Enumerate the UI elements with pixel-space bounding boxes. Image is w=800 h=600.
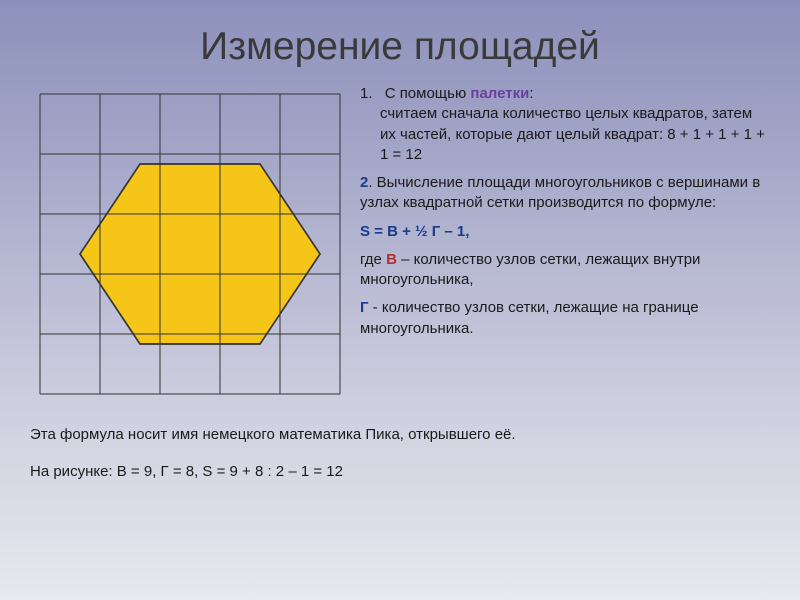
- page-title: Измерение площадей: [0, 0, 800, 84]
- content-row: 1. С помощью палетки: считаем сначала ко…: [0, 84, 800, 404]
- formula: S = B + ½ Г – 1,: [360, 222, 770, 242]
- where-b-text: – количество узлов сетки, лежащих внутри…: [360, 251, 700, 288]
- item-1-lead: С помощью: [377, 85, 471, 102]
- hexagon-diagram: [30, 84, 350, 404]
- palette-term: палетки: [470, 85, 529, 102]
- item-2: 2. Вычисление площади многоугольников с …: [360, 173, 770, 214]
- item-1-number: 1.: [360, 85, 373, 102]
- footer-block: Эта формула носит имя немецкого математи…: [0, 404, 800, 483]
- footer-example: На рисунке: В = 9, Г = 8, S = 9 + 8 : 2 …: [30, 461, 770, 484]
- where-b: где В – количество узлов сетки, лежащих …: [360, 250, 770, 291]
- item-1: 1. С помощью палетки: считаем сначала ко…: [360, 84, 770, 165]
- where-g-text: - количество узлов сетки, лежащие на гра…: [360, 299, 699, 336]
- where-lead: где: [360, 251, 386, 268]
- var-b: В: [386, 251, 397, 268]
- where-g: Г - количество узлов сетки, лежащие на г…: [360, 298, 770, 339]
- footer-pick: Эта формула носит имя немецкого математи…: [30, 424, 770, 447]
- item-1-body: считаем сначала количество целых квадрат…: [360, 104, 770, 165]
- item-2-body: . Вычисление площади многоугольников с в…: [360, 174, 760, 211]
- explanation-text: 1. С помощью палетки: считаем сначала ко…: [350, 84, 770, 404]
- var-g: Г: [360, 299, 369, 316]
- item-1-colon: :: [529, 85, 533, 102]
